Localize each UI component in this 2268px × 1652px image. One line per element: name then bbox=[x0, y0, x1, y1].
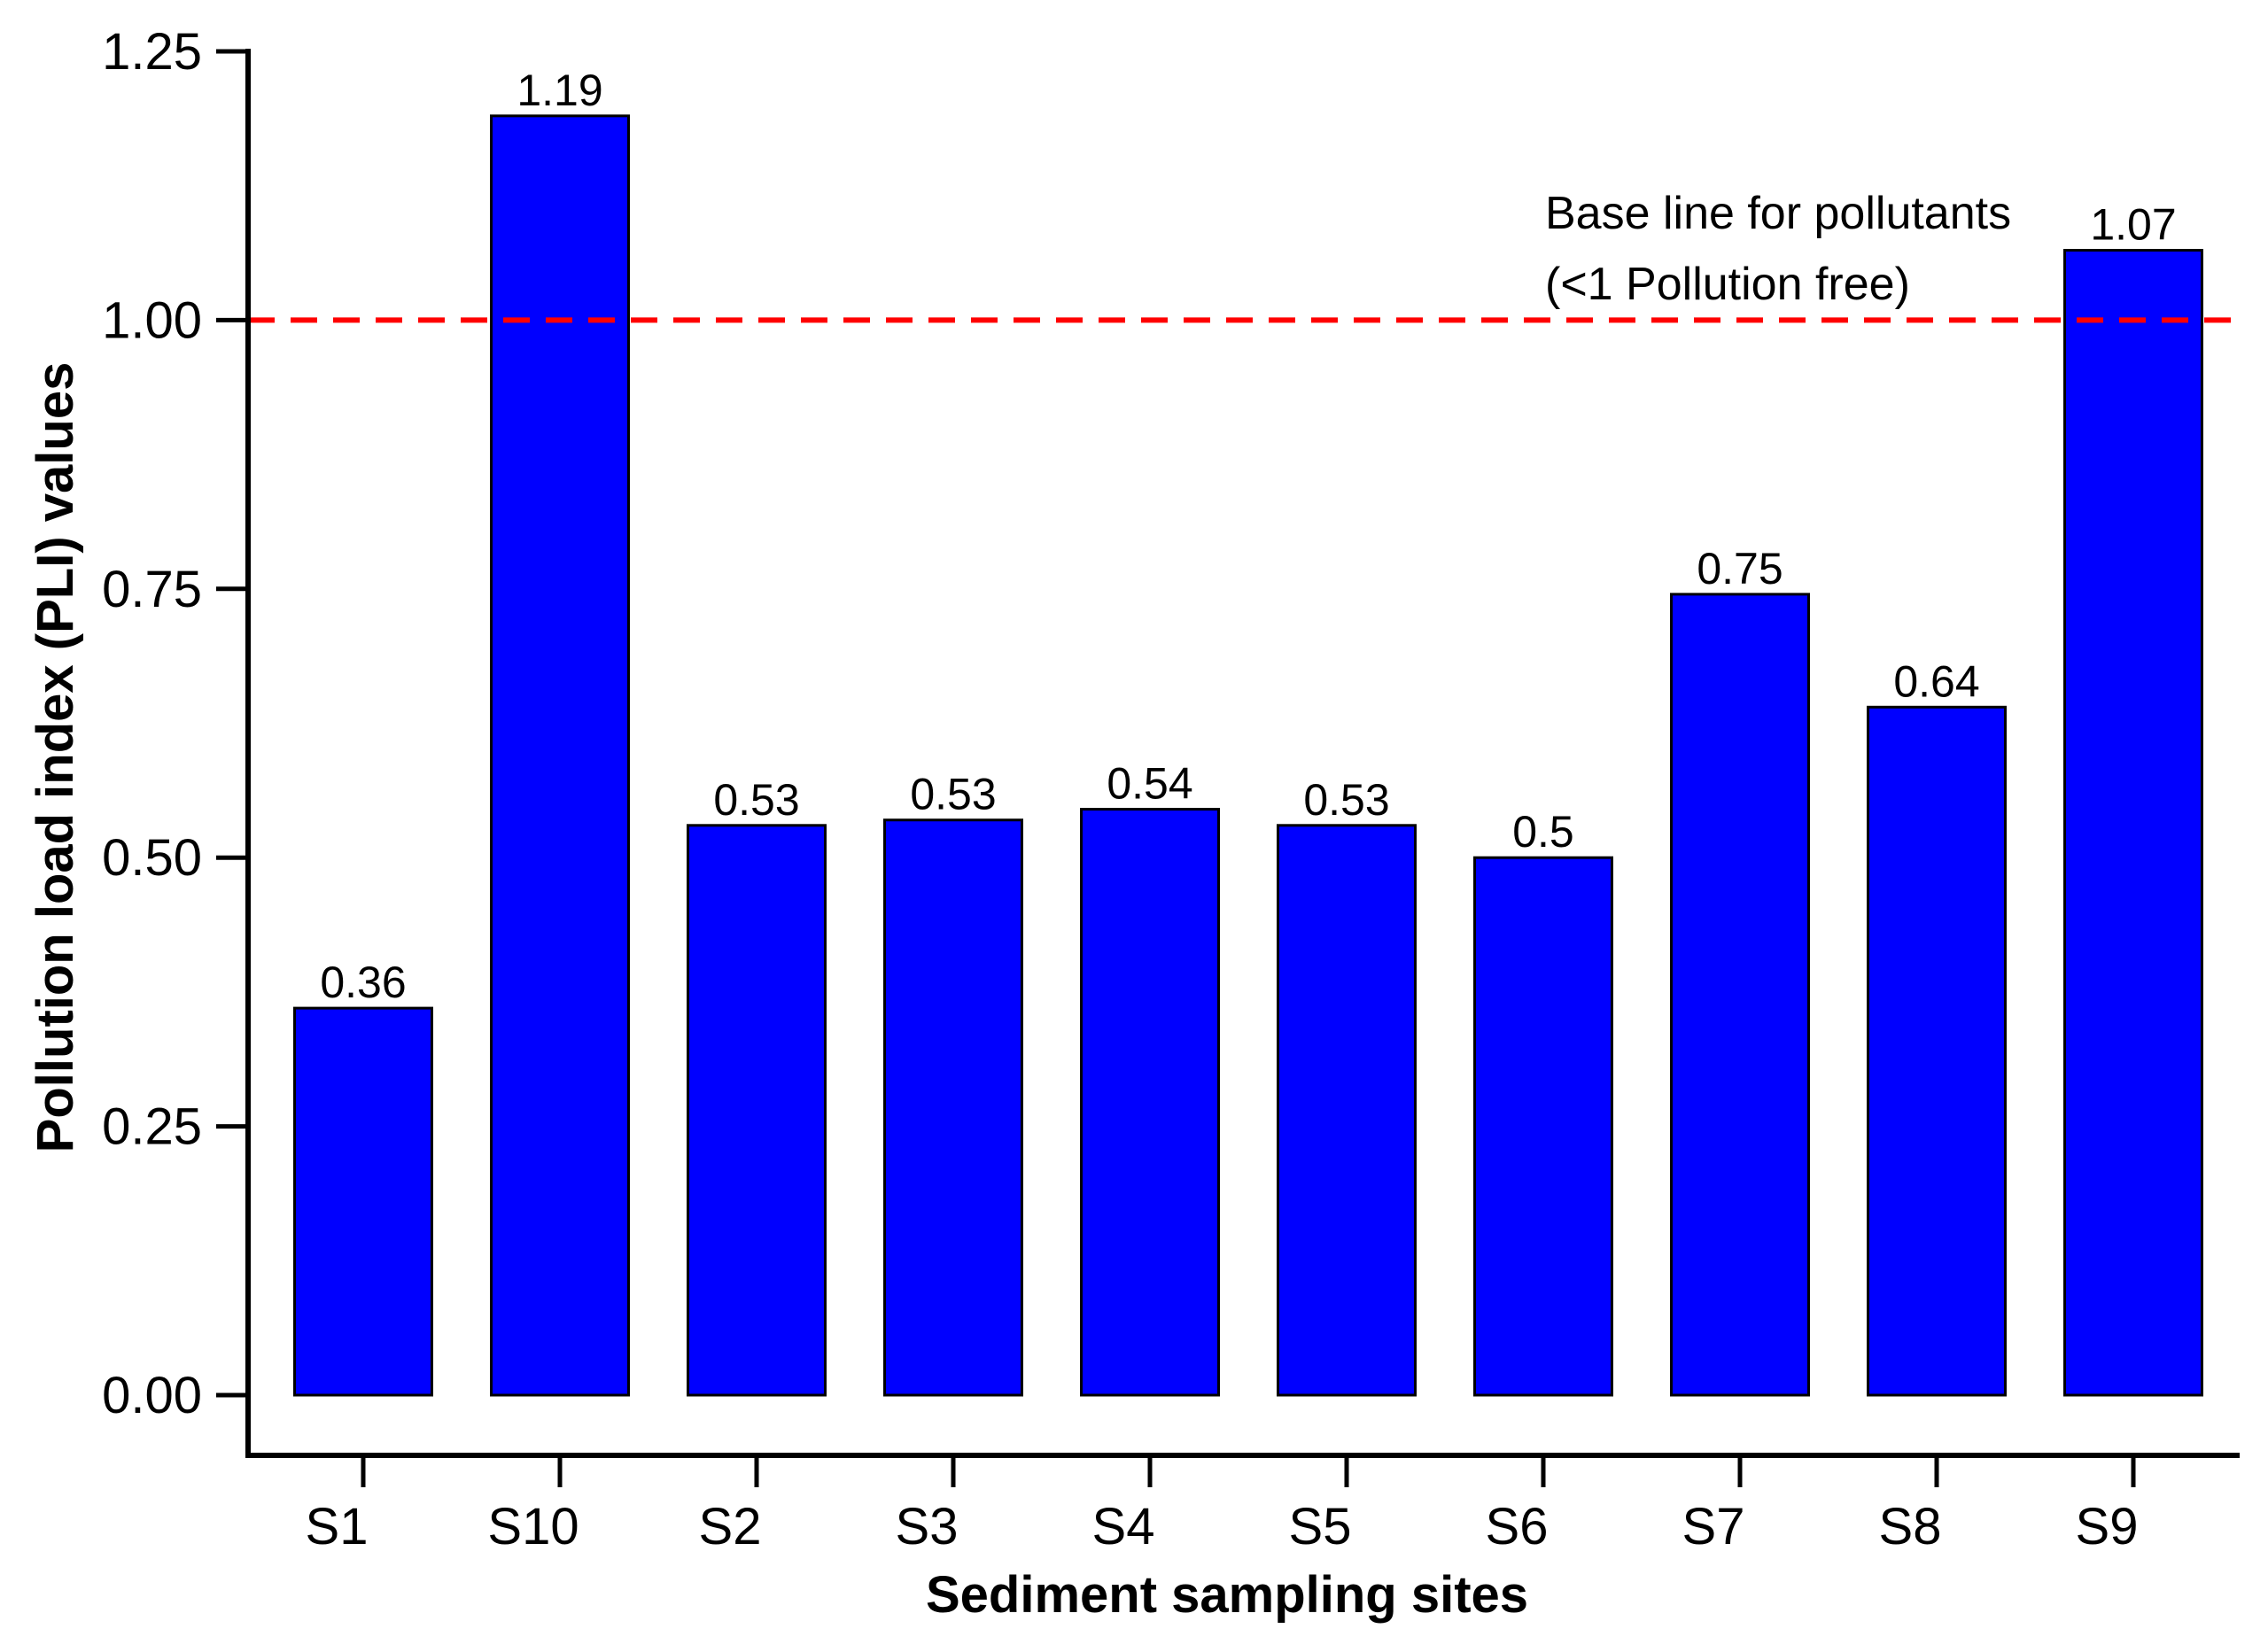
x-axis-title: Sediment sampling sites bbox=[926, 1566, 1528, 1624]
y-tick-label: 0.50 bbox=[102, 829, 202, 887]
bar-s1 bbox=[293, 1006, 433, 1397]
data-label-s2: 0.53 bbox=[713, 775, 799, 825]
x-tick-label-s1: S1 bbox=[306, 1498, 369, 1555]
bar-s6 bbox=[1473, 856, 1613, 1397]
annotation-layer: Base line for pollutants (<1 Pollution f… bbox=[1545, 188, 2011, 310]
bar-s3 bbox=[883, 818, 1023, 1397]
bars-layer bbox=[293, 114, 2203, 1397]
x-tick-label-s9: S9 bbox=[2076, 1498, 2139, 1555]
ticks-layer bbox=[216, 49, 2136, 1487]
y-tick-label: 1.00 bbox=[102, 291, 202, 349]
axes-layer bbox=[245, 49, 2240, 1458]
data-label-s1: 0.36 bbox=[320, 958, 406, 1007]
y-tick-label: 0.75 bbox=[102, 561, 202, 618]
y-tick-label: 0.00 bbox=[102, 1367, 202, 1424]
y-axis-title: Pollution load index (PLI) values bbox=[27, 362, 84, 1153]
baseline-annotation-line-2: (<1 Pollution free) bbox=[1545, 259, 1910, 310]
data-label-s5: 0.53 bbox=[1303, 775, 1389, 825]
data-label-s4: 0.54 bbox=[1107, 759, 1192, 809]
bar-s7 bbox=[1670, 593, 1810, 1397]
x-tick-label-s6: S6 bbox=[1486, 1498, 1549, 1555]
y-tick-label: 1.25 bbox=[102, 23, 202, 81]
x-tick-label-s8: S8 bbox=[1879, 1498, 1942, 1555]
x-tick-label-s5: S5 bbox=[1289, 1498, 1352, 1555]
baseline-annotation-line-1: Base line for pollutants bbox=[1545, 188, 2011, 239]
data-label-s7: 0.75 bbox=[1697, 544, 1783, 593]
data-label-s6: 0.5 bbox=[1512, 807, 1574, 857]
data-label-s9: 1.07 bbox=[2090, 200, 2176, 250]
data-label-s3: 0.53 bbox=[910, 770, 996, 819]
x-tick-label-s2: S2 bbox=[699, 1498, 762, 1555]
bar-s4 bbox=[1080, 808, 1220, 1397]
x-tick-label-s4: S4 bbox=[1092, 1498, 1155, 1555]
data-label-s10: 1.19 bbox=[517, 66, 602, 115]
bar-s9 bbox=[2063, 249, 2203, 1397]
x-tick-label-s3: S3 bbox=[896, 1498, 959, 1555]
bar-s10 bbox=[490, 114, 630, 1397]
data-label-s8: 0.64 bbox=[1893, 656, 1979, 706]
x-tick-label-s10: S10 bbox=[487, 1498, 579, 1555]
x-tick-label-s7: S7 bbox=[1682, 1498, 1745, 1555]
bar-s5 bbox=[1277, 824, 1417, 1397]
bar-s8 bbox=[1867, 705, 2007, 1397]
labels-layer: 0.00 0.25 0.50 0.75 1.00 1.25 0.36 S1 1.19 S10 0.5… bbox=[102, 23, 2177, 1555]
bar-s2 bbox=[687, 824, 827, 1397]
y-tick-label: 0.25 bbox=[102, 1098, 202, 1156]
